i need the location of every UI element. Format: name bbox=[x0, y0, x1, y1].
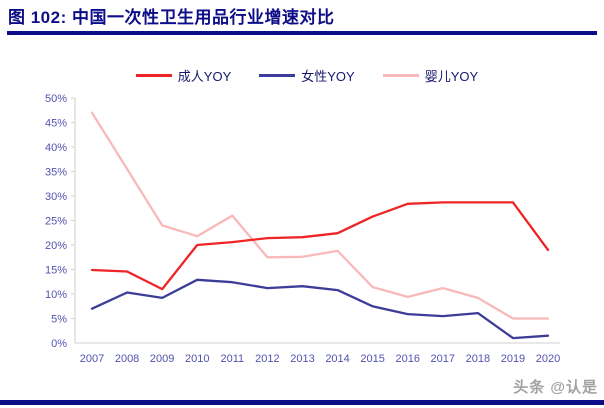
legend-item-female-yoy: 女性YOY bbox=[259, 66, 355, 85]
y-tick-label: 50% bbox=[45, 93, 67, 105]
legend-label-female-yoy: 女性YOY bbox=[301, 69, 355, 84]
y-tick-label: 30% bbox=[45, 191, 67, 203]
legend-label-adult-yoy: 成人YOY bbox=[177, 69, 232, 84]
x-tick-label: 2019 bbox=[501, 353, 525, 365]
chart-svg: 0% 5% 10% 15% 20% 25% 30% 35% 40% 45% 50% 2007 2008 2… bbox=[45, 93, 560, 365]
x-tick-label: 2016 bbox=[395, 353, 419, 365]
legend-marker-adult-yoy bbox=[135, 74, 172, 77]
y-tick-label: 15% bbox=[45, 265, 67, 277]
chart-legend: 成人YOY 女性YOY 婴儿YOY bbox=[10, 66, 604, 85]
legend-label-baby-yoy: 婴儿YOY bbox=[424, 69, 479, 84]
bottom-divider bbox=[0, 400, 604, 405]
x-tick-label: 2011 bbox=[220, 353, 244, 365]
x-tick-label: 2015 bbox=[360, 353, 384, 365]
y-tick-label: 20% bbox=[45, 240, 67, 252]
x-tick-label: 2010 bbox=[185, 353, 209, 365]
series-line-adult-yoy bbox=[90, 201, 550, 291]
legend-item-baby-yoy: 婴儿YOY bbox=[382, 66, 479, 85]
legend-marker-female-yoy bbox=[259, 74, 296, 77]
x-tick-label: 2009 bbox=[150, 353, 174, 365]
series-line-baby-yoy bbox=[90, 111, 550, 320]
x-tick-label: 2008 bbox=[115, 353, 139, 365]
x-tick-label: 2012 bbox=[255, 353, 279, 365]
y-tick-label: 45% bbox=[45, 118, 67, 130]
x-tick-label: 2020 bbox=[536, 353, 560, 365]
title-divider bbox=[7, 31, 597, 35]
x-tick-label: 2018 bbox=[466, 353, 490, 365]
y-tick-label: 40% bbox=[45, 142, 67, 154]
legend-item-adult-yoy: 成人YOY bbox=[135, 66, 232, 85]
legend-marker-baby-yoy bbox=[382, 74, 419, 77]
x-tick-label: 2013 bbox=[290, 353, 314, 365]
y-tick-label: 0% bbox=[51, 338, 67, 350]
x-tick-label: 2007 bbox=[80, 353, 104, 365]
series-line-female-yoy bbox=[90, 278, 550, 340]
y-tick-label: 5% bbox=[51, 314, 67, 326]
line-chart: 0% 5% 10% 15% 20% 25% 30% 35% 40% 45% 50% 2007 2008 2… bbox=[0, 85, 604, 377]
y-tick-label: 10% bbox=[45, 289, 67, 301]
x-tick-label: 2017 bbox=[431, 353, 455, 365]
y-tick-label: 25% bbox=[45, 216, 67, 228]
x-tick-label: 2014 bbox=[325, 353, 349, 365]
figure-title: 图 102: 中国一次性卫生用品行业增速对比 bbox=[8, 8, 335, 27]
watermark: 头条 @认是 bbox=[513, 379, 598, 396]
y-tick-label: 35% bbox=[45, 167, 67, 179]
